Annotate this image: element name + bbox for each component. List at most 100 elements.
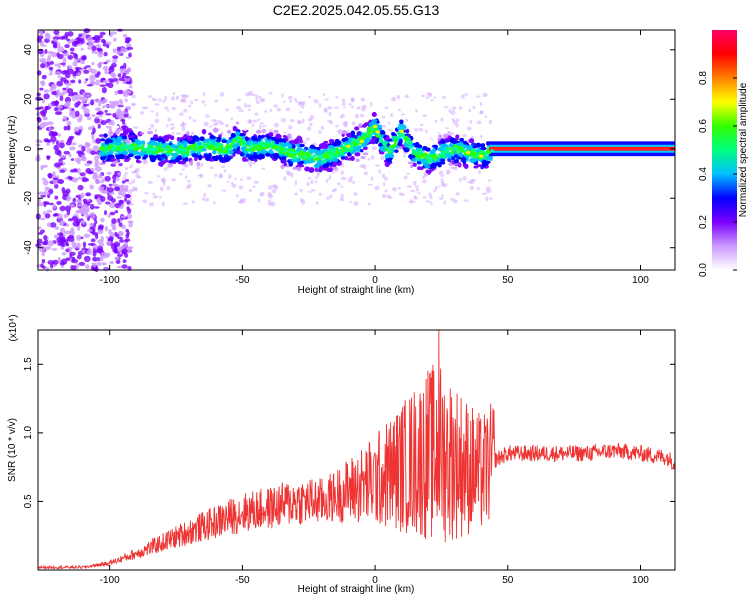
spectrogram-cell: [199, 173, 204, 179]
spectrogram-cell: [244, 102, 247, 108]
spectrogram-cell: [166, 185, 171, 191]
spectrogram-cell: [168, 142, 173, 146]
spectrogram-cell: [400, 113, 406, 116]
spectrogram-cell: [326, 196, 330, 201]
spectrogram-cell: [105, 113, 112, 116]
spectrogram-cell: [70, 110, 77, 116]
spectrogram-cell: [67, 137, 73, 141]
spectrogram-cell: [41, 74, 47, 80]
spectrogram-cell: [155, 112, 159, 117]
spectrogram-cell: [93, 34, 100, 42]
spectrogram-cell: [398, 138, 403, 144]
spectrogram-cell: [53, 234, 58, 239]
spectrogram-cell: [254, 112, 259, 116]
spectrogram-cell: [67, 175, 72, 180]
spectrogram-cell: [469, 154, 474, 158]
spectrogram-cell: [394, 149, 399, 153]
spectrogram-cell: [323, 108, 328, 114]
spectrogram-cell: [58, 139, 65, 143]
colorbar-tick-label: 0.2: [698, 215, 709, 229]
spectrogram-cell: [440, 146, 445, 152]
spectrogram-cell: [79, 172, 86, 177]
spectrogram-cell: [367, 157, 371, 161]
spectrogram-cell: [260, 99, 265, 103]
spectrogram-cell: [283, 131, 287, 134]
spectrogram-cell: [180, 150, 185, 156]
ridge-core-point: [192, 147, 197, 151]
spectrogram-cell: [48, 72, 53, 76]
spectrogram-cell: [121, 119, 126, 125]
spectrogram-cell: [128, 181, 133, 185]
spectrogram-cell: [301, 104, 305, 109]
spectrogram-y-tick-label: -40: [23, 240, 34, 255]
spectrogram-cell: [267, 184, 273, 190]
spectrogram-cell: [316, 172, 320, 178]
spectrogram-cell: [85, 212, 89, 219]
spectrogram-cell: [227, 144, 231, 150]
spectrogram-cell: [154, 118, 160, 124]
ridge-core-point: [423, 155, 427, 159]
spectrogram-cell: [309, 144, 316, 150]
ridge-peak-point: [346, 144, 351, 148]
spectrogram-cell: [73, 169, 78, 173]
ridge-core-point: [385, 148, 389, 152]
spectrogram-cell: [49, 60, 55, 65]
spectrogram-cell: [212, 123, 218, 126]
spectrogram-cell: [276, 134, 282, 139]
spectrogram-cell: [134, 155, 141, 160]
ridge-core-point: [285, 151, 290, 155]
spectrogram-cell: [423, 173, 429, 177]
spectrogram-cell: [472, 105, 476, 109]
ridge-core-point: [417, 152, 421, 156]
ridge-core-point: [481, 152, 486, 156]
spectrogram-cell: [384, 154, 390, 159]
spectrogram-cell: [58, 142, 65, 149]
spectrogram-cell: [103, 133, 108, 138]
spectrogram-cell: [282, 135, 287, 138]
spectrogram-cell: [486, 189, 492, 194]
spectrogram-cell: [118, 99, 123, 103]
spectrogram-cell: [109, 211, 116, 216]
spectrogram-cell: [215, 155, 219, 161]
spectrogram-cell: [161, 201, 165, 207]
spectrogram-cell: [212, 149, 217, 155]
colorbar-tick-label: 0.4: [698, 167, 709, 181]
spectrogram-cell: [128, 85, 133, 89]
spectrogram-cell: [65, 82, 72, 86]
spectrogram-cell: [390, 112, 393, 118]
spectrogram-cell: [350, 130, 356, 136]
spectrogram-cell: [381, 193, 387, 199]
spectrogram-cell: [252, 161, 257, 165]
ridge-core-point: [452, 147, 456, 150]
spectrogram-cell: [64, 72, 71, 79]
spectrogram-cell: [125, 81, 132, 85]
spectrogram-cell: [106, 138, 112, 143]
spectrogram-cell: [235, 193, 239, 198]
spectrogram-cell: [469, 119, 473, 125]
spectrogram-cell: [273, 185, 279, 190]
snr-x-tick-label: -50: [235, 575, 250, 586]
ridge-core-point: [119, 145, 124, 149]
ridge-core-point: [320, 156, 325, 160]
ridge-core-point: [280, 147, 284, 151]
ridge-core-point: [361, 136, 366, 140]
spectrogram-cell: [103, 61, 108, 65]
spectrogram-cell: [72, 61, 78, 67]
spectrogram-cell: [281, 93, 284, 98]
spectrogram-cell: [229, 150, 233, 154]
spectrogram-cell: [410, 154, 416, 159]
spectrogram-cell: [251, 185, 256, 188]
spectrogram-cell: [248, 119, 252, 124]
spectrogram-y-tick-label: -20: [23, 191, 34, 206]
spectrogram-cell: [254, 94, 258, 97]
spectrogram-cell: [150, 123, 155, 128]
spectrogram-cell: [296, 148, 301, 153]
spectrogram-cell: [425, 129, 428, 134]
spectrogram-cell: [313, 99, 319, 104]
spectrogram-cell: [307, 118, 313, 122]
spectrogram-cell: [365, 137, 371, 143]
ridge-core-point: [297, 153, 302, 156]
spectrogram-cell: [200, 162, 204, 168]
spectrogram-cell: [466, 126, 472, 131]
spectrogram-cell: [131, 138, 135, 143]
